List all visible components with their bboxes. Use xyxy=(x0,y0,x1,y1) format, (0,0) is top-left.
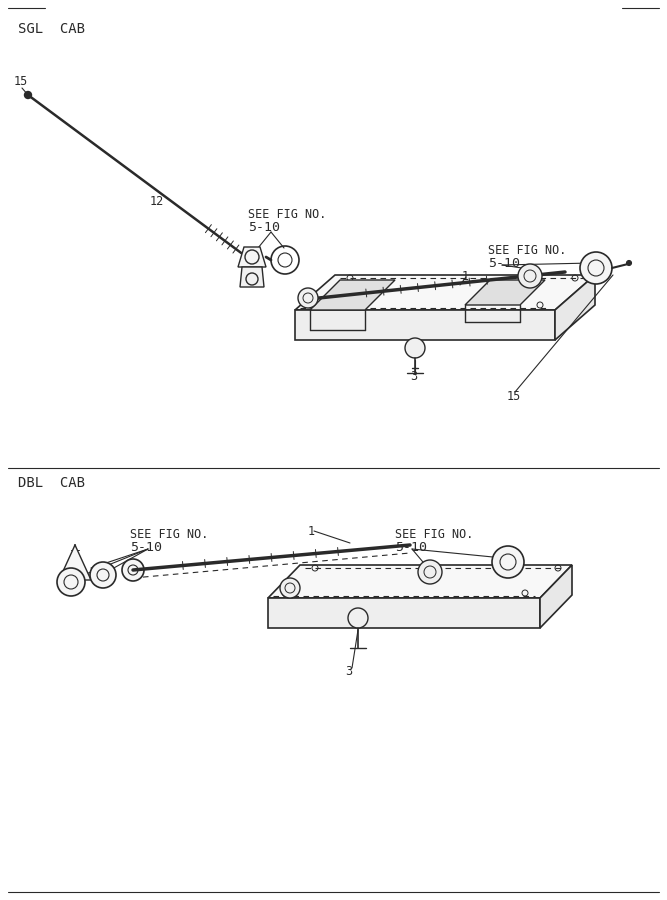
Text: 5-10: 5-10 xyxy=(248,221,280,234)
Circle shape xyxy=(122,559,144,581)
Polygon shape xyxy=(555,275,595,340)
Polygon shape xyxy=(240,267,264,287)
Circle shape xyxy=(280,578,300,598)
Polygon shape xyxy=(59,545,91,580)
Text: DBL  CAB: DBL CAB xyxy=(18,476,85,490)
Text: SGL  CAB: SGL CAB xyxy=(18,22,85,36)
Text: SEE FIG NO.: SEE FIG NO. xyxy=(488,244,566,257)
Text: 12: 12 xyxy=(150,195,164,208)
Circle shape xyxy=(90,562,116,588)
Text: SEE FIG NO.: SEE FIG NO. xyxy=(395,528,474,541)
Circle shape xyxy=(626,260,632,265)
Text: 1: 1 xyxy=(462,270,469,283)
Polygon shape xyxy=(268,598,540,628)
Circle shape xyxy=(405,338,425,358)
Polygon shape xyxy=(465,280,545,305)
Polygon shape xyxy=(295,275,595,310)
Circle shape xyxy=(348,608,368,628)
Polygon shape xyxy=(295,310,555,340)
Circle shape xyxy=(580,252,612,284)
Text: SEE FIG NO.: SEE FIG NO. xyxy=(248,208,326,221)
Circle shape xyxy=(57,568,85,596)
Text: 5-10: 5-10 xyxy=(488,257,520,270)
Text: 5-10: 5-10 xyxy=(395,541,427,554)
Text: SEE FIG NO.: SEE FIG NO. xyxy=(130,528,208,541)
Circle shape xyxy=(418,560,442,584)
Polygon shape xyxy=(268,565,572,598)
Text: 5-10: 5-10 xyxy=(130,541,162,554)
Circle shape xyxy=(25,92,31,98)
Text: 15: 15 xyxy=(507,390,521,403)
Circle shape xyxy=(298,288,318,308)
Text: 1: 1 xyxy=(308,525,315,538)
Text: 3: 3 xyxy=(345,665,352,678)
Polygon shape xyxy=(310,280,395,310)
Circle shape xyxy=(492,546,524,578)
Polygon shape xyxy=(540,565,572,628)
Circle shape xyxy=(518,264,542,288)
Text: 15: 15 xyxy=(14,75,28,88)
Text: 3: 3 xyxy=(410,370,417,383)
Polygon shape xyxy=(238,247,266,267)
